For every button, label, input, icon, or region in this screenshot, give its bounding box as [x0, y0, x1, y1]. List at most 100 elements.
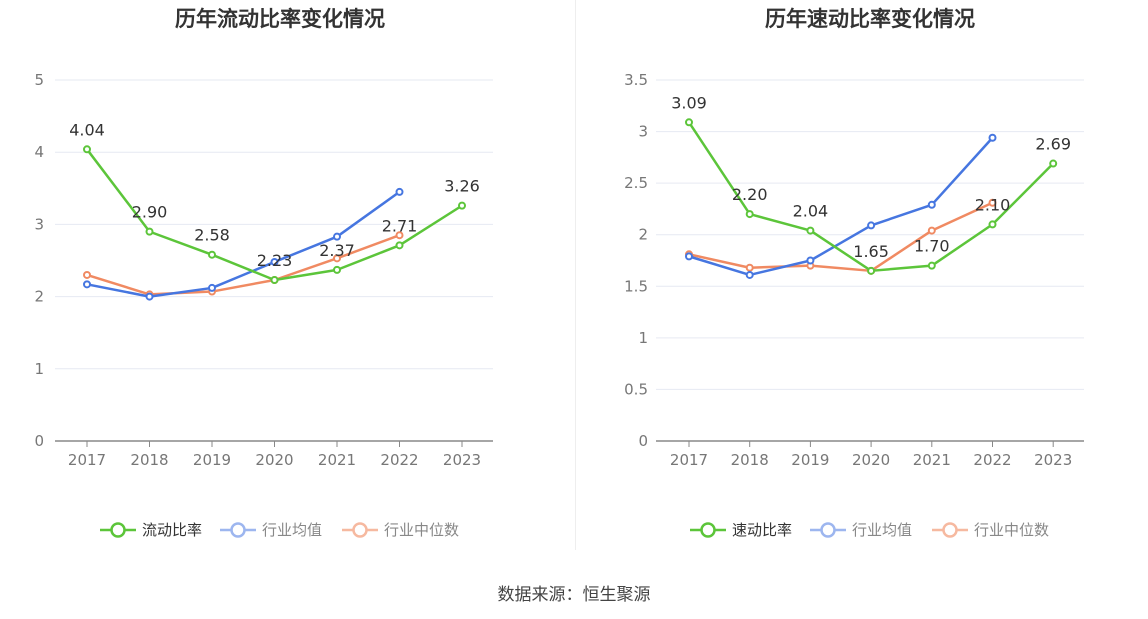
data-point: [685, 252, 693, 261]
legend-marker-icon: [700, 522, 716, 538]
x-tick-label: 2021: [913, 451, 951, 469]
legend-item[interactable]: 速动比率: [690, 521, 792, 539]
series-line: [86, 234, 400, 296]
data-point: [208, 283, 216, 292]
data-point: [270, 275, 279, 284]
data-label: 3.09: [671, 93, 707, 112]
legend-marker-icon: [820, 522, 836, 538]
quick-ratio-chart-panel: 历年速动比率变化情况 0 0.5 1 1.5 2 2.5 3 3.5 2017 2018 2019 20…: [576, 0, 1148, 560]
data-point: [83, 280, 91, 289]
y-tick-label: 2: [638, 226, 648, 244]
y-tick-label: 0: [34, 432, 44, 450]
data-point: [83, 145, 91, 154]
chart-body: 历年速动比率变化情况 0 0.5 1 1.5 2 2.5 3 3.5 2017 2018 2019 20…: [624, 7, 1084, 539]
series-line: [688, 201, 994, 273]
y-tick-label: 1: [34, 360, 44, 378]
data-point: [145, 227, 154, 236]
x-tick-label: 2018: [130, 451, 168, 469]
current-ratio-chart: 历年流动比率变化情况 0 1 2 3 4 5 2017 2018 2019 2020 2021 2022…: [34, 7, 493, 539]
y-tick-label: 5: [34, 71, 44, 89]
x-tick-label: 2022: [380, 451, 418, 469]
data-point: [270, 257, 279, 266]
y-tick-label: 1.5: [624, 277, 648, 295]
legend-item[interactable]: 行业中位数: [932, 521, 1049, 539]
legend-label: 速动比率: [732, 521, 792, 539]
x-tick-label: 2023: [443, 451, 481, 469]
data-point: [333, 232, 341, 241]
x-tick-label: 2020: [852, 451, 890, 469]
legend-label: 流动比率: [142, 521, 202, 539]
data-point: [395, 231, 404, 240]
x-tick-label: 2019: [193, 451, 231, 469]
y-tick-label: 3: [638, 123, 648, 141]
y-tick-label: 4: [34, 143, 44, 161]
y-tick-label: 2.5: [624, 174, 648, 192]
data-point: [333, 265, 341, 274]
data-point: [806, 226, 815, 235]
series-line: [688, 136, 994, 277]
data-point: [685, 118, 693, 127]
legend-marker-icon: [352, 522, 368, 538]
data-point: [867, 266, 876, 275]
data-point: [927, 226, 936, 235]
legend-marker-icon: [110, 522, 126, 538]
legend-label: 行业均值: [262, 521, 322, 539]
chart-title: 历年流动比率变化情况: [175, 7, 385, 31]
legend-label: 行业均值: [852, 521, 912, 539]
legend-label: 行业中位数: [384, 521, 459, 539]
legend-marker-icon: [230, 522, 246, 538]
legend-item[interactable]: 行业均值: [810, 521, 912, 539]
legend-marker-icon: [942, 522, 958, 538]
data-point: [1049, 159, 1058, 168]
data-label: 1.65: [853, 242, 889, 261]
series-line: [86, 190, 401, 298]
data-label: 2.90: [132, 203, 168, 222]
data-point: [745, 210, 754, 219]
x-tick-label: 2021: [318, 451, 356, 469]
y-tick-label: 3.5: [624, 71, 648, 89]
chart-title: 历年速动比率变化情况: [765, 7, 975, 31]
y-tick-label: 0.5: [624, 380, 648, 398]
legend-item[interactable]: 行业均值: [220, 521, 322, 539]
data-source-text: 数据来源：恒生聚源: [497, 585, 651, 605]
data-label: 2.37: [319, 241, 355, 260]
legend-item[interactable]: 流动比率: [100, 521, 202, 539]
y-tick-label: 1: [638, 329, 648, 347]
x-tick-label: 2017: [670, 451, 708, 469]
data-label: 3.26: [444, 177, 480, 196]
quick-ratio-chart: 历年速动比率变化情况 0 0.5 1 1.5 2 2.5 3 3.5 2017 2018 2019 20…: [624, 7, 1084, 539]
data-label: 2.04: [793, 202, 829, 221]
legend-label: 行业中位数: [974, 521, 1049, 539]
data-label: 2.23: [257, 251, 293, 270]
data-point: [83, 270, 91, 279]
x-tick-label: 2019: [791, 451, 829, 469]
data-point: [988, 198, 997, 207]
x-tick-label: 2020: [255, 451, 293, 469]
data-label: 4.04: [69, 120, 105, 139]
y-tick-label: 3: [34, 215, 44, 233]
data-label: 2.71: [382, 216, 418, 235]
data-point: [806, 256, 815, 265]
data-point: [395, 187, 404, 196]
data-label: 1.70: [914, 237, 950, 256]
data-point: [745, 263, 754, 272]
data-point: [395, 241, 404, 250]
x-tick-label: 2018: [731, 451, 769, 469]
x-tick-label: 2017: [68, 451, 106, 469]
data-point: [988, 133, 997, 142]
legend-item[interactable]: 行业中位数: [342, 521, 459, 539]
data-label: 2.20: [732, 185, 768, 204]
chart-body: 历年流动比率变化情况 0 1 2 3 4 5 2017 2018 2019 2020 2021 2022…: [34, 7, 493, 539]
panel-divider: [575, 0, 576, 550]
data-label: 2.10: [975, 195, 1011, 214]
data-label: 2.58: [194, 226, 230, 245]
y-tick-label: 0: [638, 432, 648, 450]
data-point: [988, 220, 997, 229]
data-point: [927, 200, 936, 209]
data-point: [458, 201, 466, 210]
x-tick-label: 2022: [973, 451, 1011, 469]
data-point: [145, 292, 154, 301]
y-tick-label: 2: [34, 288, 44, 306]
data-point: [333, 254, 341, 263]
data-point: [927, 261, 936, 270]
